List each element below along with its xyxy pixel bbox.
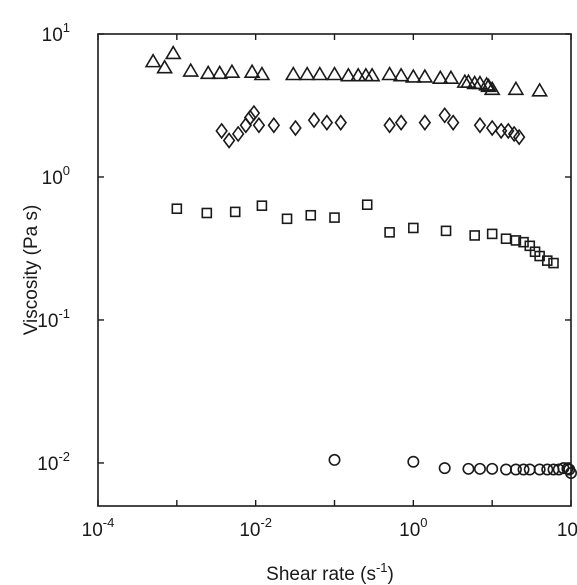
diamond-marker bbox=[383, 116, 396, 134]
diamond-marker bbox=[438, 106, 451, 124]
diamond-marker bbox=[494, 122, 508, 140]
circle-marker bbox=[509, 463, 522, 476]
diamond-marker bbox=[243, 109, 257, 126]
triangle-marker bbox=[326, 66, 343, 81]
triangle-marker bbox=[243, 63, 261, 78]
diamond-marker bbox=[222, 132, 236, 149]
circle-marker bbox=[328, 453, 341, 466]
y-tick-label-0: 101 bbox=[42, 20, 70, 46]
triangle-marker bbox=[253, 66, 271, 81]
triangle-marker bbox=[363, 67, 381, 82]
x-tick-label-3: 102 bbox=[557, 515, 577, 541]
triangle-marker bbox=[507, 80, 525, 96]
x-tick-label-1: 10-2 bbox=[239, 515, 272, 541]
plot-frame bbox=[97, 33, 572, 507]
square-marker bbox=[361, 199, 373, 210]
square-marker bbox=[486, 228, 498, 240]
diamond-marker bbox=[334, 114, 347, 131]
square-marker bbox=[548, 257, 559, 269]
triangle-marker bbox=[531, 82, 549, 97]
y-tick-label-1: 100 bbox=[42, 163, 70, 189]
triangle-marker bbox=[339, 67, 357, 82]
diamond-marker bbox=[215, 122, 228, 140]
circle-marker bbox=[541, 463, 554, 476]
circle-marker bbox=[438, 462, 451, 475]
circle-marker bbox=[486, 462, 499, 475]
triangle-marker bbox=[182, 62, 200, 77]
y-tick-label-3: 10-2 bbox=[37, 449, 70, 475]
triangle-marker bbox=[480, 77, 497, 93]
square-marker bbox=[500, 233, 512, 245]
triangle-marker bbox=[442, 69, 460, 84]
triangle-marker bbox=[381, 66, 399, 81]
circle-marker bbox=[517, 463, 530, 476]
diamond-marker bbox=[502, 122, 515, 140]
triangle-marker bbox=[311, 66, 329, 81]
axis-tick-labels: 10-4 10-2 100 102 101 100 10-1 10-2 bbox=[37, 20, 577, 541]
diamond-marker bbox=[418, 114, 432, 131]
diamond-marker bbox=[512, 128, 526, 146]
square-marker bbox=[518, 236, 529, 248]
diamond-marker bbox=[247, 104, 261, 122]
diamond-marker bbox=[239, 116, 253, 134]
triangle-marker bbox=[483, 80, 501, 96]
square-marker bbox=[201, 207, 213, 219]
x-tick-label-2: 100 bbox=[399, 515, 427, 541]
diamond-marker bbox=[231, 125, 245, 143]
triangle-marker bbox=[416, 68, 434, 83]
y-tick-label-2: 10-1 bbox=[37, 306, 70, 332]
diamond-marker bbox=[252, 116, 266, 134]
x-axis-title: Shear rate (s-1) bbox=[266, 560, 394, 585]
square-marker bbox=[510, 235, 522, 246]
diamond-marker bbox=[473, 116, 487, 134]
axis-ticks bbox=[97, 33, 572, 506]
triangle-marker bbox=[431, 69, 449, 84]
triangle-marker bbox=[156, 59, 174, 74]
square-marker bbox=[256, 200, 268, 211]
square-marker bbox=[384, 227, 395, 238]
triangle-marker bbox=[164, 44, 182, 60]
triangle-marker bbox=[223, 63, 241, 78]
circle-marker bbox=[500, 463, 513, 476]
square-marker bbox=[229, 206, 241, 218]
circle-marker bbox=[407, 455, 420, 468]
circle-marker bbox=[462, 462, 475, 475]
diamond-marker bbox=[289, 119, 302, 137]
circle-marker bbox=[564, 467, 577, 480]
diamond-marker bbox=[307, 111, 321, 129]
circle-marker bbox=[473, 462, 486, 475]
square-marker bbox=[440, 225, 452, 237]
triangle-marker bbox=[392, 67, 410, 82]
diamond-marker bbox=[485, 119, 499, 137]
square-marker bbox=[408, 222, 419, 234]
x-tick-label-0: 10-4 bbox=[82, 515, 115, 541]
triangle-marker bbox=[478, 76, 496, 91]
square-marker bbox=[305, 209, 317, 221]
diamond-marker bbox=[267, 116, 281, 134]
circle-marker bbox=[523, 463, 536, 476]
circle-marker bbox=[533, 463, 546, 476]
diamond-marker bbox=[394, 114, 408, 131]
diamond-marker bbox=[446, 114, 460, 131]
square-marker bbox=[541, 255, 553, 266]
triangle-marker bbox=[284, 66, 302, 81]
diamond-marker bbox=[320, 114, 334, 131]
triangle-marker bbox=[404, 68, 422, 83]
square-marker bbox=[281, 213, 293, 225]
triangle-marker bbox=[199, 64, 217, 80]
square-marker bbox=[469, 230, 480, 241]
triangle-marker bbox=[211, 64, 229, 80]
triangle-marker bbox=[144, 53, 162, 68]
square-marker bbox=[329, 212, 340, 223]
triangle-marker bbox=[298, 66, 316, 81]
square-marker bbox=[171, 203, 183, 215]
y-axis-title: Viscosity (Pa s) bbox=[21, 205, 42, 336]
data-markers bbox=[144, 44, 577, 480]
